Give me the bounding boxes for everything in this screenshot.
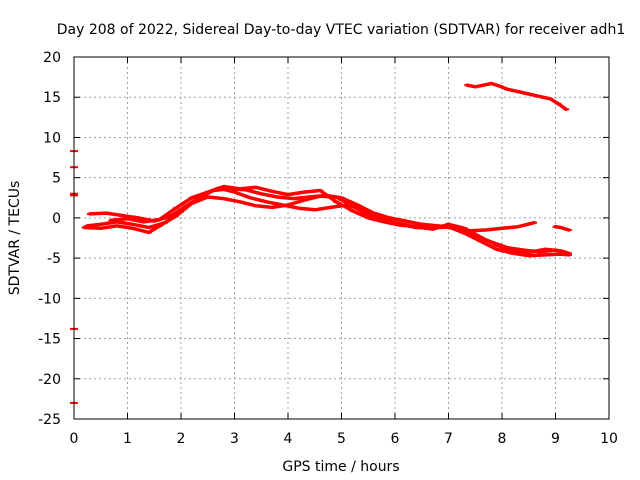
chart-title: Day 208 of 2022, Sidereal Day-to-day VTE… [57, 22, 625, 38]
x-tick-label: 0 [70, 431, 79, 447]
series-line [465, 81, 568, 112]
y-tick-label: 20 [43, 50, 61, 66]
x-tick-label: 9 [551, 431, 560, 447]
series-track-4 [108, 184, 572, 256]
x-tick-label: 6 [391, 431, 400, 447]
series-track-6 [552, 224, 572, 232]
y-tick-label: -25 [38, 412, 61, 428]
y-tick-labels: -25 -20 -15 -10 -5 0 5 10 15 20 [38, 50, 61, 428]
x-tick-label: 3 [230, 431, 239, 447]
y-tick-label: -10 [38, 291, 61, 307]
y-tick-label: -15 [38, 332, 61, 348]
x-tick-label: 10 [600, 431, 618, 447]
x-tick-label: 2 [177, 431, 186, 447]
y-tick-label: 5 [52, 171, 61, 187]
x-tick-label: 8 [498, 431, 507, 447]
x-tick-label: 1 [123, 431, 132, 447]
y-tick-label: -5 [47, 251, 61, 267]
grid [74, 57, 609, 419]
x-tick-labels: 0 1 2 3 4 5 6 7 8 9 10 [70, 431, 618, 447]
x-tick-label: 5 [337, 431, 346, 447]
y-axis-label: SDTVAR / TECUs [7, 181, 23, 296]
x-axis-label: GPS time / hours [282, 459, 399, 475]
y-tick-label: 15 [43, 90, 61, 106]
x-tick-label: 4 [284, 431, 293, 447]
series-track-5 [464, 81, 570, 112]
x-tick-label: 7 [444, 431, 453, 447]
data-series [70, 81, 572, 404]
y-tick-label: 10 [43, 130, 61, 146]
y-tick-label: -20 [38, 372, 61, 388]
y-tick-label: 0 [52, 211, 61, 227]
axis-ticks [73, 56, 610, 420]
